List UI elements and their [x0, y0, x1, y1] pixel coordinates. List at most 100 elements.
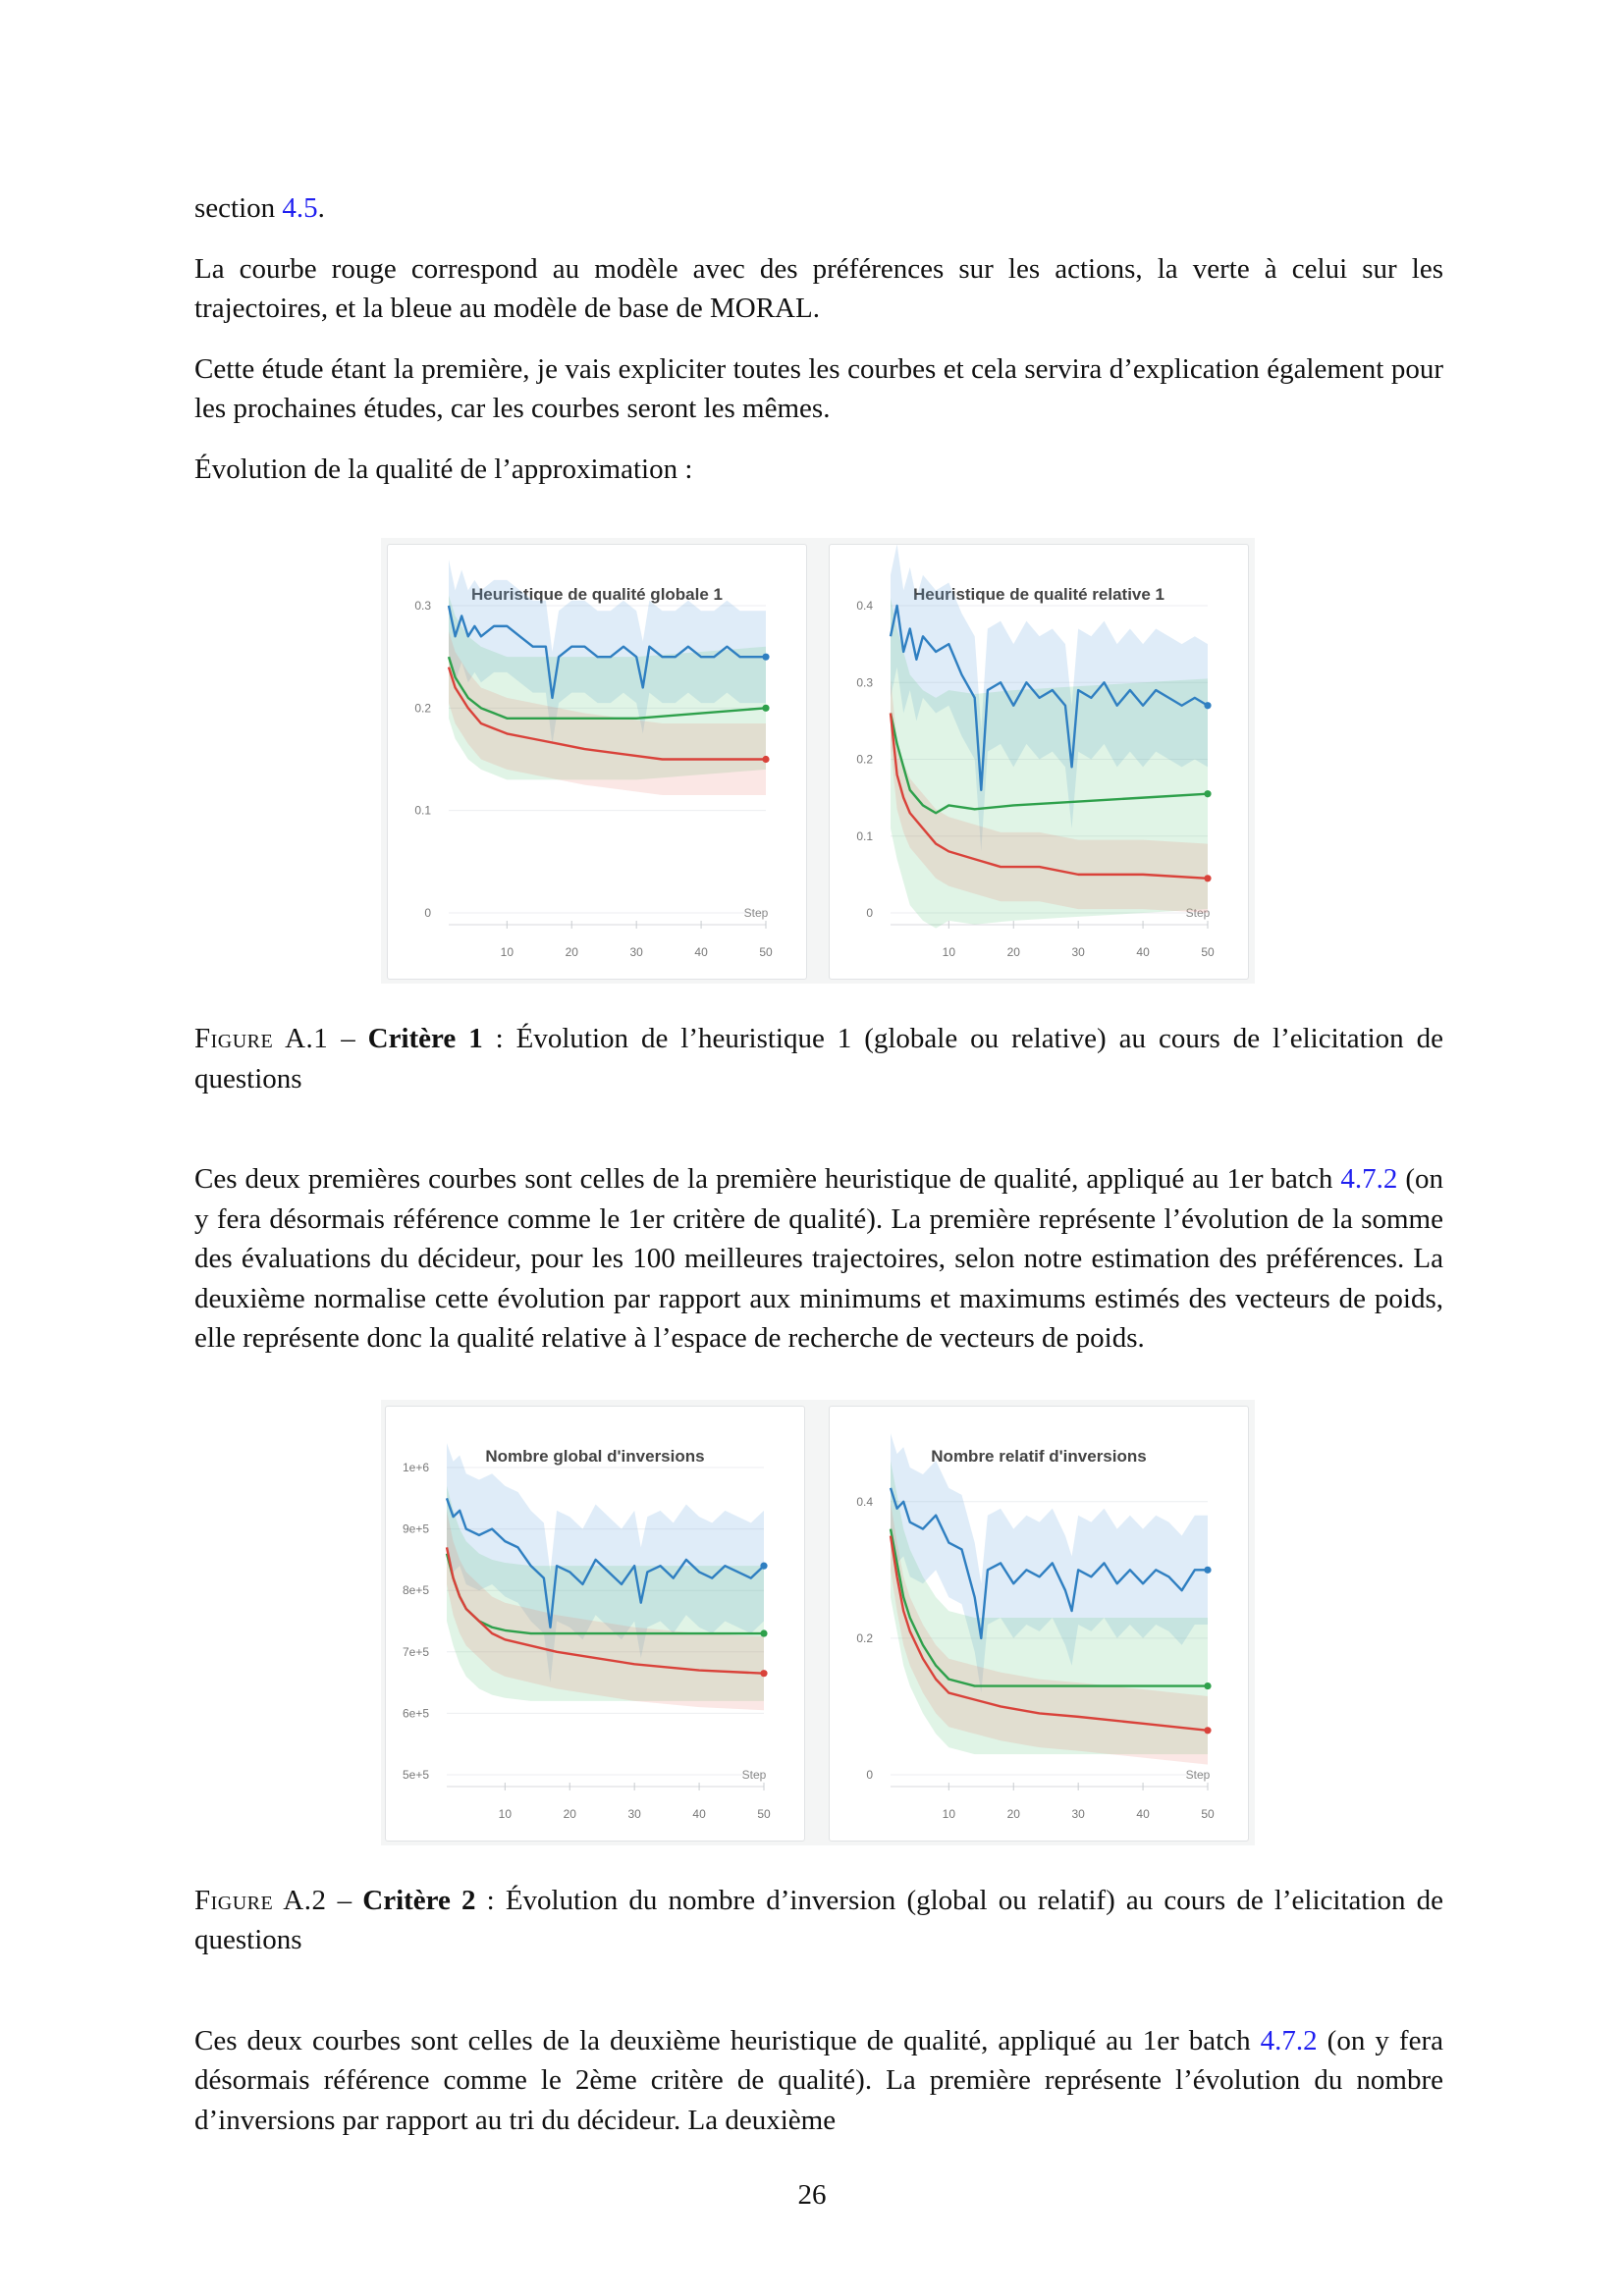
y-tick-label: 7e+5 — [403, 1644, 429, 1658]
red-series-end-point — [760, 1669, 768, 1677]
x-tick-label: 30 — [1071, 945, 1085, 959]
x-tick-label: 10 — [943, 1807, 956, 1821]
y-tick-label: 1e+6 — [403, 1461, 429, 1474]
chart-panel-relative-inversions: Nombre relatif d'inversions 0 0.2 0.4 10 20 30… — [829, 1405, 1249, 1842]
x-tick-label: 20 — [1007, 1807, 1021, 1821]
section-link[interactable]: 4.7.2 — [1340, 1163, 1398, 1195]
section-link[interactable]: 4.5 — [282, 192, 318, 224]
paragraph-criterion-2: Ces deux courbes sont celles de la deuxi… — [194, 2021, 1443, 2141]
red-series-end-point — [1204, 1726, 1212, 1734]
y-tick-label: 0.3 — [856, 675, 873, 689]
x-tick-label: 20 — [1007, 945, 1021, 959]
paragraph-section-ref: section 4.5. — [194, 188, 1443, 229]
figure-a1: Heuristique de qualité globale 1 0 0.1 0.2 0… — [381, 538, 1255, 984]
y-tick-label: 9e+5 — [403, 1522, 429, 1535]
green-series-end-point — [1204, 1682, 1212, 1689]
x-axis-label: Step — [1186, 1768, 1211, 1782]
x-tick-label: 50 — [757, 1807, 771, 1821]
figure-a2: Nombre global d'inversions 5e+5 6e+5 7e+5 8e… — [381, 1399, 1255, 1845]
y-tick-label: 0.4 — [856, 599, 873, 613]
x-tick-label: 40 — [692, 1807, 706, 1821]
y-tick-label: 0.2 — [856, 1630, 873, 1644]
x-tick-label: 40 — [694, 945, 708, 959]
y-tick-label: 0 — [866, 1768, 873, 1782]
green-series-band — [891, 1460, 1208, 1754]
x-tick-label: 50 — [1201, 945, 1215, 959]
y-tick-label: 0.2 — [856, 753, 873, 767]
caption-dash: – — [326, 1884, 363, 1916]
x-tick-label: 50 — [759, 945, 773, 959]
x-tick-label: 30 — [1071, 1807, 1085, 1821]
figure-a1-caption: Figure A.1 – Critère 1 : Évolution de l’… — [194, 1019, 1443, 1098]
section-link[interactable]: 4.7.2 — [1260, 2024, 1318, 2056]
text: . — [317, 192, 325, 224]
page-body: section 4.5. La courbe rouge correspond … — [194, 188, 1443, 2140]
chart-global-inversions: Nombre global d'inversions 5e+5 6e+5 7e+5 8e… — [403, 1442, 771, 1821]
blue-series-end-point — [1204, 702, 1212, 710]
x-axis-label: Step — [742, 1768, 767, 1782]
red-series-band — [447, 1510, 764, 1710]
chart-title: Heuristique de qualité relative 1 — [913, 585, 1164, 604]
x-tick-label: 40 — [1136, 1807, 1150, 1821]
y-tick-label: 8e+5 — [403, 1583, 429, 1597]
green-series-line — [889, 1527, 1208, 1687]
text: Ces deux courbes sont celles de la deuxi… — [194, 2024, 1261, 2056]
y-tick-label: 0.1 — [856, 829, 873, 843]
green-series-end-point — [760, 1629, 768, 1637]
blue-series-end-point — [760, 1562, 768, 1570]
x-tick-label: 30 — [627, 1807, 641, 1821]
text: (on y fera désormais référence comme le … — [194, 2024, 1443, 2136]
chart-global-quality: Heuristique de qualité globale 1 0 0.1 0.2 0… — [414, 560, 773, 959]
green-series-band — [449, 595, 766, 780]
green-series-end-point — [1204, 790, 1212, 798]
chart-title: Nombre relatif d'inversions — [931, 1447, 1146, 1466]
paragraph-criterion-1: Ces deux premières courbes sont celles d… — [194, 1159, 1443, 1359]
blue-series-band — [449, 560, 766, 744]
red-series-band — [449, 631, 766, 796]
x-tick-label: 50 — [1201, 1807, 1215, 1821]
page-number: 26 — [797, 2179, 827, 2211]
caption-text: : Évolution de l’heuristique 1 (globale … — [194, 1023, 1443, 1095]
x-axis-label: Step — [1186, 906, 1211, 920]
x-tick-label: 10 — [499, 1807, 513, 1821]
green-series-end-point — [762, 704, 770, 712]
caption-text: : Évolution du nombre d’inversion (globa… — [194, 1884, 1444, 1956]
caption-dash: – — [328, 1023, 368, 1054]
figure-a2-caption: Figure A.2 – Critère 2 : Évolution du no… — [194, 1881, 1443, 1960]
red-series-end-point — [762, 755, 770, 764]
x-tick-label: 10 — [943, 945, 956, 959]
x-tick-label: 20 — [564, 1807, 577, 1821]
x-axis-label: Step — [744, 906, 769, 920]
green-series-band — [891, 598, 1208, 929]
blue-series-band — [891, 1432, 1208, 1693]
paragraph-study-intro: Cette étude étant la première, je vais e… — [194, 352, 1443, 425]
chart-panel-global-quality: Heuristique de qualité globale 1 0 0.1 0.2 0… — [387, 544, 807, 980]
green-series-band — [447, 1485, 764, 1701]
blue-series-end-point — [1204, 1566, 1212, 1574]
green-series-line — [889, 713, 1209, 815]
caption-bold: Critère 2 — [362, 1884, 476, 1916]
caption-label: Figure A.1 — [194, 1023, 329, 1054]
y-tick-label: 5e+5 — [403, 1768, 429, 1782]
y-tick-label: 0.1 — [414, 804, 431, 818]
red-series-band — [891, 678, 1208, 913]
y-tick-label: 6e+5 — [403, 1706, 429, 1720]
caption-label: Figure A.2 — [194, 1884, 327, 1916]
x-tick-label: 40 — [1136, 945, 1150, 959]
chart-panel-global-inversions: Nombre global d'inversions 5e+5 6e+5 7e+5 8e… — [385, 1405, 805, 1842]
blue-series-line — [445, 1497, 765, 1629]
text: Ces deux premières courbes sont celles d… — [194, 1163, 1341, 1195]
x-tick-label: 10 — [501, 945, 514, 959]
caption-bold: Critère 1 — [367, 1023, 483, 1054]
red-series-line — [889, 713, 1209, 880]
text: (on y fera désormais référence comme le … — [194, 1163, 1443, 1354]
blue-series-band — [447, 1442, 764, 1682]
red-series-end-point — [1204, 875, 1212, 882]
chart-panel-relative-quality: Heuristique de qualité relative 1 0 0.1 0.2… — [829, 544, 1249, 980]
x-tick-label: 30 — [629, 945, 643, 959]
y-tick-label: 0.3 — [414, 599, 431, 613]
y-tick-label: 0.4 — [856, 1494, 873, 1508]
chart-title: Nombre global d'inversions — [485, 1447, 704, 1466]
red-series-line — [445, 1546, 765, 1675]
y-tick-label: 0.2 — [414, 701, 431, 715]
